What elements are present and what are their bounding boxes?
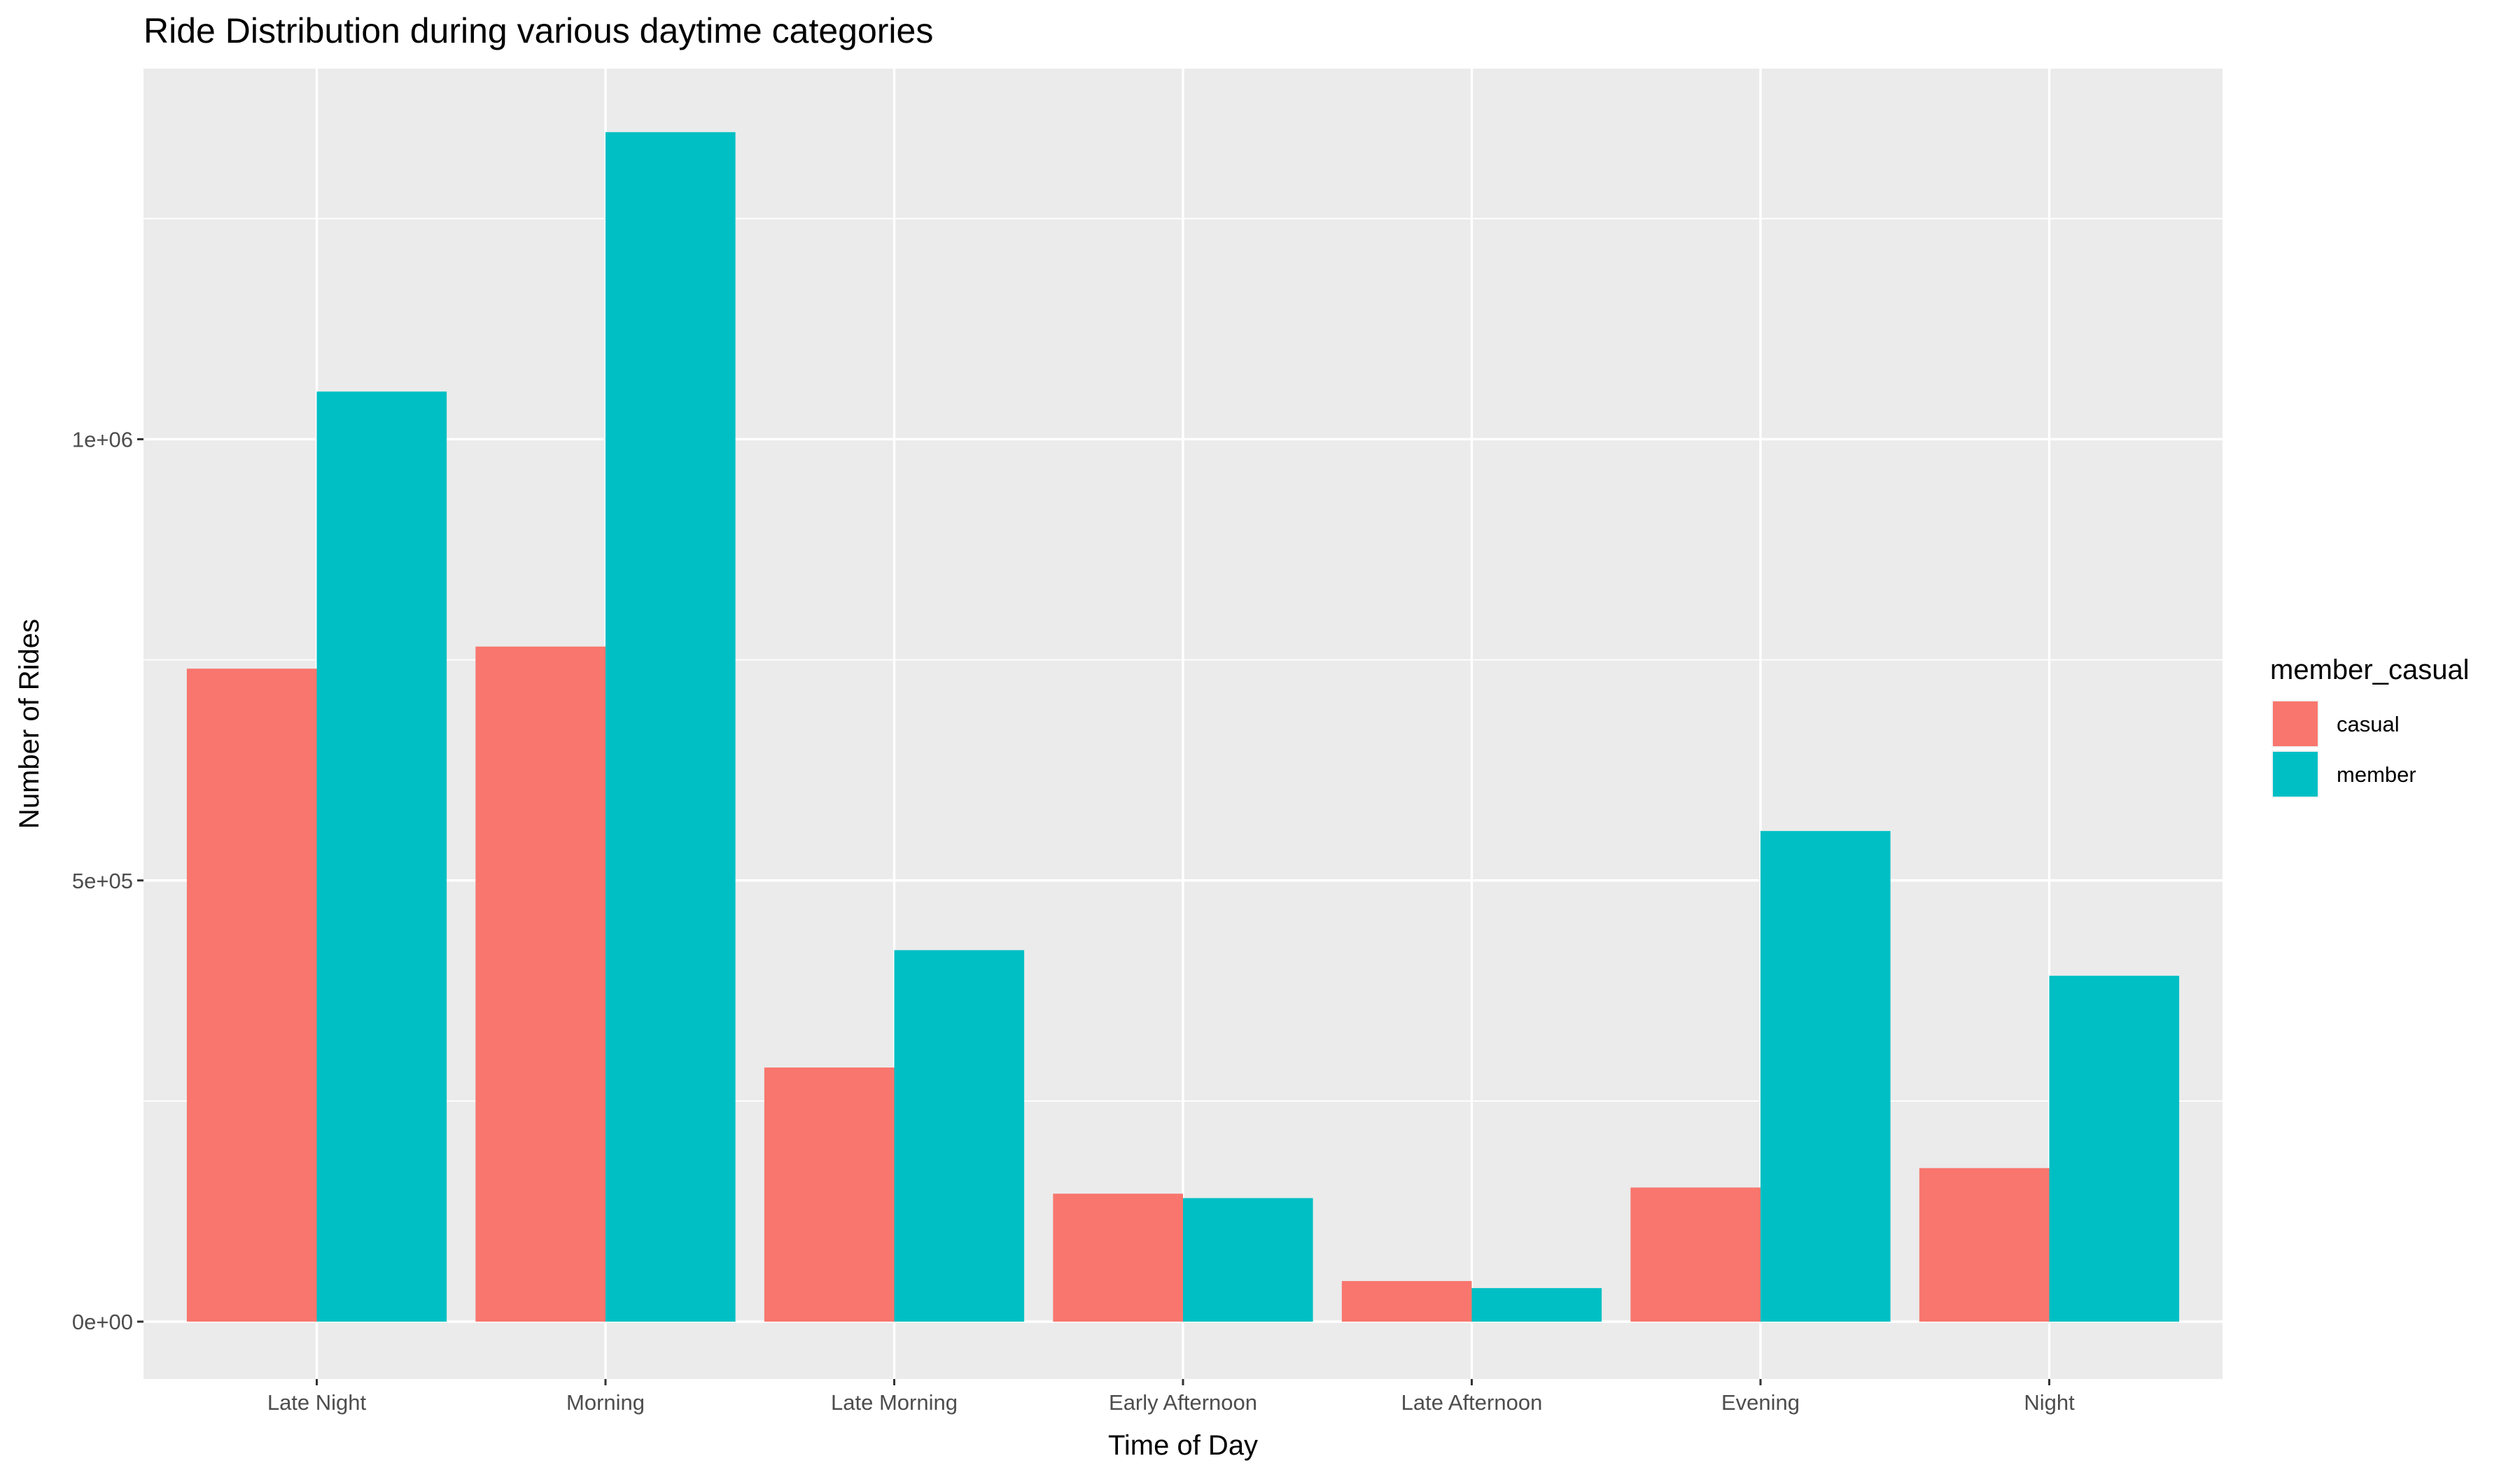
legend-key-casual xyxy=(2273,701,2318,746)
bar-casual xyxy=(1053,1194,1183,1322)
x-tick-label: Early Afternoon xyxy=(1109,1390,1257,1415)
legend: member_casual casual member xyxy=(2270,654,2470,798)
x-axis: Late Night Morning Late Morning Early After… xyxy=(267,1379,2075,1415)
bar-member xyxy=(316,391,447,1322)
x-tick-label: Late Afternoon xyxy=(1401,1390,1543,1415)
bar-member xyxy=(1760,831,1891,1322)
bar-casual xyxy=(475,646,606,1322)
legend-title: member_casual xyxy=(2270,654,2470,685)
bar-casual xyxy=(1630,1187,1760,1322)
x-tick-label: Late Night xyxy=(267,1390,367,1415)
bar-casual xyxy=(1919,1168,2050,1322)
y-tick-label: 5e+05 xyxy=(72,869,133,893)
y-axis: 0e+00 5e+05 1e+06 xyxy=(72,427,144,1334)
x-tick-label: Morning xyxy=(566,1390,645,1415)
legend-label-casual: casual xyxy=(2337,712,2400,736)
chart-title: Ride Distribution during various daytime… xyxy=(144,11,933,50)
x-tick-label: Evening xyxy=(1721,1390,1800,1415)
bar-member xyxy=(2049,975,2180,1322)
bars xyxy=(186,132,2180,1322)
bar-casual xyxy=(1341,1281,1472,1322)
bar-member xyxy=(894,950,1025,1322)
y-tick-label: 0e+00 xyxy=(72,1310,133,1334)
legend-label-member: member xyxy=(2337,762,2416,787)
y-tick-label: 1e+06 xyxy=(72,427,133,451)
legend-key-member xyxy=(2273,752,2318,797)
x-axis-title: Time of Day xyxy=(1108,1430,1258,1461)
bar-member xyxy=(1471,1288,1602,1322)
x-tick-label: Night xyxy=(2024,1390,2075,1415)
x-tick-label: Late Morning xyxy=(831,1390,958,1415)
bar-member xyxy=(606,132,736,1322)
y-axis-title: Number of Rides xyxy=(14,619,45,829)
bar-casual xyxy=(764,1068,895,1322)
bar-casual xyxy=(186,668,317,1322)
bar-member xyxy=(1183,1198,1313,1322)
